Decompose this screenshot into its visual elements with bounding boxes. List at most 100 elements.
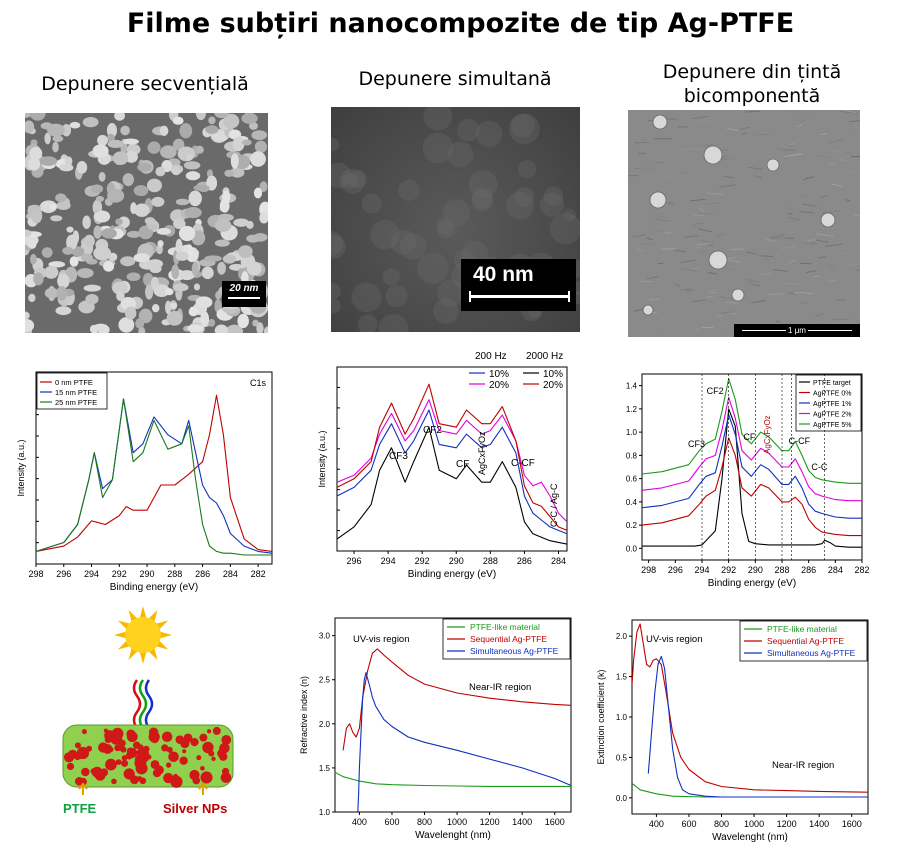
sem-texture-line [853, 214, 860, 217]
sem-grain [191, 262, 199, 276]
sem-grain [263, 326, 268, 333]
sem-speckle [422, 132, 454, 164]
x-tick-label: 282 [251, 569, 266, 579]
legend-label: 25 nm PTFE [55, 398, 97, 407]
sem-grain [116, 290, 125, 302]
sem-texture-line [755, 133, 771, 136]
scale-label-1: 20 nm [229, 283, 259, 294]
sem-texture-line [828, 150, 842, 152]
silver-np [221, 735, 232, 745]
sem-grain [195, 145, 204, 154]
sem-grain [166, 310, 183, 326]
series-line [337, 426, 567, 545]
sem-texture-line [782, 285, 792, 288]
sem-texture-line [800, 119, 805, 123]
x-tick-label: 400 [352, 817, 367, 827]
sem-texture-line [645, 193, 652, 196]
sem-grain [50, 215, 63, 222]
sem-grain [230, 167, 245, 178]
sem-texture-line [827, 279, 837, 283]
xps-chart-sequential: 298 296 294 292 290 288 286 284 282 Binding energ… [16, 371, 273, 593]
sem-grain [241, 139, 252, 146]
sem-grain [195, 113, 206, 121]
y-axis-label: Intensity (a.u.) [317, 430, 327, 487]
sem-texture-line [697, 228, 713, 233]
sem-texture-line [839, 159, 847, 161]
sem-grain [156, 227, 172, 235]
sem-speckle [331, 162, 352, 189]
sem-texture-line [820, 133, 827, 136]
silver-np [180, 738, 190, 749]
sem-texture-line [693, 225, 702, 230]
sem-grain [259, 212, 268, 224]
sem-texture-line [805, 270, 817, 273]
silver-nanoparticles [63, 726, 232, 788]
peak-annotation-rotated: C-C / Ag-C [549, 483, 559, 527]
sem-grain [224, 169, 235, 177]
sem-texture-line [784, 153, 802, 158]
x-tick-label: 296 [347, 556, 362, 566]
sem-texture-line [638, 297, 656, 300]
sem-texture-line [646, 237, 653, 241]
sem-grain [160, 145, 177, 159]
x-tick-label: 286 [195, 569, 210, 579]
x-axis-label: Binding energy (eV) [408, 569, 496, 580]
sem-speckle [331, 234, 347, 259]
sem-grain [193, 184, 210, 191]
x-tick-label: 282 [854, 565, 869, 575]
sem-grain [222, 190, 231, 204]
sem-grain [153, 284, 170, 297]
legend-label: PTFE target [813, 380, 851, 387]
scale-label-3: 1 μm [786, 326, 808, 335]
sun-ray [139, 606, 147, 619]
sem-texture-line [828, 163, 835, 166]
sem-grain [103, 261, 115, 272]
sem-texture-line [822, 210, 841, 214]
sem-grain [39, 156, 58, 166]
series-line [36, 398, 272, 556]
y-axis-label: Intensity (a.u.) [16, 439, 26, 496]
sem-grain [147, 141, 161, 154]
legend-header: 200 Hz [475, 351, 507, 362]
sem-texture-line [845, 198, 851, 202]
sem-grain [39, 200, 58, 213]
region-annotation: Near-IR region [772, 760, 834, 771]
sem-texture-line [789, 179, 800, 183]
peak-annotation: CF2 [707, 386, 724, 396]
light-waves-icon [132, 679, 154, 729]
sem-texture-line [852, 129, 858, 132]
sem-texture-line [746, 251, 757, 255]
silver-np [143, 745, 150, 753]
sem-grain [126, 230, 141, 238]
sem-grain [151, 196, 165, 207]
sem-grain [259, 181, 268, 193]
silver-np [152, 768, 162, 778]
sem-speckle [398, 179, 420, 201]
y-tick-label: 2.5 [319, 676, 331, 685]
silver-np [220, 772, 232, 783]
sem-grain [27, 239, 37, 249]
sem-texture-line [673, 249, 687, 253]
series-line [642, 414, 862, 519]
legend-label: 15 nm PTFE [55, 388, 97, 397]
silver-np [98, 742, 109, 753]
sem-texture-line [718, 184, 737, 188]
scale-bar-3: 1 μm [734, 324, 860, 337]
x-tick-label: 292 [112, 569, 127, 579]
sem-grain [188, 307, 199, 317]
silver-np [67, 749, 78, 760]
refractive-index-chart: 400 600 800 1000 1200 1400 1600 1.0 1.5 2.0 2.5 3.0… [299, 617, 572, 841]
sem-texture-line [782, 245, 797, 250]
sem-texture-line [772, 237, 784, 240]
peak-annotation: C-CF [789, 436, 811, 446]
sem-texture-line [814, 247, 821, 252]
sem-grain [52, 141, 59, 153]
x-tick-label: 298 [641, 565, 656, 575]
sem-texture-line [750, 283, 757, 287]
sem-texture-line [684, 234, 699, 238]
sem-grain [95, 195, 105, 202]
sem-speckle [357, 314, 378, 332]
sem-grain [71, 246, 85, 257]
sem-texture-line [715, 315, 724, 318]
sem-texture-line [830, 286, 847, 290]
